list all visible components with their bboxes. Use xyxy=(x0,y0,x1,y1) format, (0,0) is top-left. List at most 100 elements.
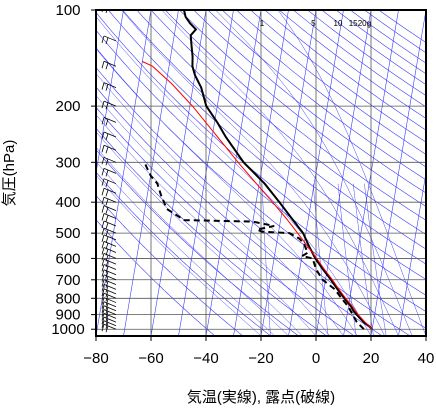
wind-barb xyxy=(101,60,117,70)
moist-adiabat-line xyxy=(96,146,289,336)
wind-barb-flag xyxy=(101,253,105,261)
wind-barb-flag xyxy=(101,197,105,205)
wind-barb-staff xyxy=(103,305,117,312)
wind-barb xyxy=(101,131,117,141)
wind-barb-flag xyxy=(101,100,105,109)
wind-barb-flag xyxy=(101,284,105,292)
dry-adiabat-line xyxy=(96,195,244,336)
wind-barb-flag xyxy=(101,258,105,267)
wind-barb-staff xyxy=(103,297,117,303)
wind-barb-staff xyxy=(103,156,117,163)
moist-adiabat-line xyxy=(96,174,262,336)
dry-adiabat-line xyxy=(96,48,426,329)
y-tick-label: 200 xyxy=(55,98,80,115)
wind-barb-flag xyxy=(101,82,105,90)
wind-barb-staff xyxy=(103,292,117,299)
wind-barb xyxy=(101,156,117,166)
dry-adiabat-line xyxy=(207,10,426,181)
wind-barb-flag xyxy=(105,236,109,244)
wind-barb xyxy=(101,196,117,206)
wind-barb xyxy=(101,178,117,187)
wind-barb xyxy=(101,117,117,126)
isotherm-line xyxy=(260,10,317,336)
wind-barb-flag xyxy=(105,315,109,322)
mixing-ratio-label: 20g xyxy=(358,19,371,28)
wind-barb-flag xyxy=(105,318,109,326)
wind-barb-flag xyxy=(105,299,109,306)
y-axis-label: 気圧(hPa) xyxy=(1,140,18,207)
dry-adiabat-line xyxy=(96,219,216,336)
wind-barb-flag xyxy=(101,61,105,69)
wind-barb-staff xyxy=(103,205,117,211)
wind-barb xyxy=(101,323,117,333)
wind-barb-flag xyxy=(101,220,105,229)
x-tick-label: −20 xyxy=(248,350,273,367)
wind-barb-flag xyxy=(105,303,109,310)
wind-barb-flag xyxy=(101,117,105,125)
wind-barb-staff xyxy=(103,240,117,247)
moist-adiabat-line xyxy=(96,16,372,336)
dry-adiabat-line xyxy=(108,10,426,280)
wind-barb-flag xyxy=(105,198,109,206)
wind-barb-flag xyxy=(101,35,105,44)
wind-barb xyxy=(101,316,117,326)
dry-adiabat-line xyxy=(136,10,426,250)
y-tick-label: 400 xyxy=(55,194,80,211)
wind-barb-flag xyxy=(101,234,105,243)
wind-barb-flag xyxy=(105,207,109,214)
wind-barb xyxy=(101,288,117,298)
wind-barb xyxy=(101,144,117,154)
moist-adiabat-line xyxy=(215,10,413,336)
dry-adiabat-line xyxy=(96,29,426,313)
x-tick-label: 20 xyxy=(363,350,380,367)
isotherm-line xyxy=(96,10,152,336)
wind-barb-flag xyxy=(105,215,109,222)
wind-barb-staff xyxy=(103,269,117,276)
mixing-ratio-label: 1 xyxy=(260,19,265,28)
wind-barb-staff xyxy=(103,264,117,270)
isotherm-line xyxy=(150,10,207,336)
wind-barb xyxy=(101,279,117,288)
wind-barb-staff xyxy=(103,144,117,151)
y-tick-label: 300 xyxy=(55,154,80,171)
dry-adiabat-line xyxy=(96,11,426,296)
wind-barb-staff xyxy=(103,309,117,315)
wind-barb-staff xyxy=(103,187,117,194)
wind-barb-flag xyxy=(105,242,109,250)
wind-barb-flag xyxy=(105,10,108,14)
wind-barb-flag xyxy=(101,313,105,321)
wind-barb-flag xyxy=(105,307,109,314)
wind-barb xyxy=(101,35,117,45)
wind-barb xyxy=(101,100,117,110)
wind-barb xyxy=(101,320,117,329)
wind-barb-flag xyxy=(105,254,109,262)
wind-barb xyxy=(101,187,117,197)
mixing-ratio-label: 5 xyxy=(311,19,316,28)
x-tick-label: −40 xyxy=(193,350,218,367)
wind-barb-flag xyxy=(105,285,109,293)
y-tick-label: 700 xyxy=(55,272,80,289)
wind-barb-flag xyxy=(105,249,109,256)
wind-barb-flag xyxy=(101,309,105,317)
wind-barb xyxy=(101,305,117,314)
dry-adiabat-line xyxy=(96,171,271,336)
mixing-ratio-labels: 1 5 10 15 20g xyxy=(260,19,371,28)
wind-barb-flag xyxy=(105,169,109,177)
wind-barb-flag xyxy=(105,294,109,302)
moist-adiabat-line xyxy=(96,131,303,336)
y-tick-label: 900 xyxy=(55,307,80,324)
x-tick-label: 40 xyxy=(418,350,435,367)
wind-barb-staff xyxy=(103,313,117,319)
wind-barb-staff xyxy=(103,279,117,286)
dry-adiabat-line xyxy=(264,10,426,131)
x-tick-label: −80 xyxy=(83,350,108,367)
wind-barb-flag xyxy=(105,311,109,318)
wind-barb xyxy=(101,82,117,91)
wind-barb-staff xyxy=(103,82,117,88)
dry-adiabat-line xyxy=(122,10,426,265)
mixing-ratio-line xyxy=(261,183,271,336)
wind-barb-flag xyxy=(101,178,105,186)
wind-barb-staff xyxy=(103,316,117,323)
